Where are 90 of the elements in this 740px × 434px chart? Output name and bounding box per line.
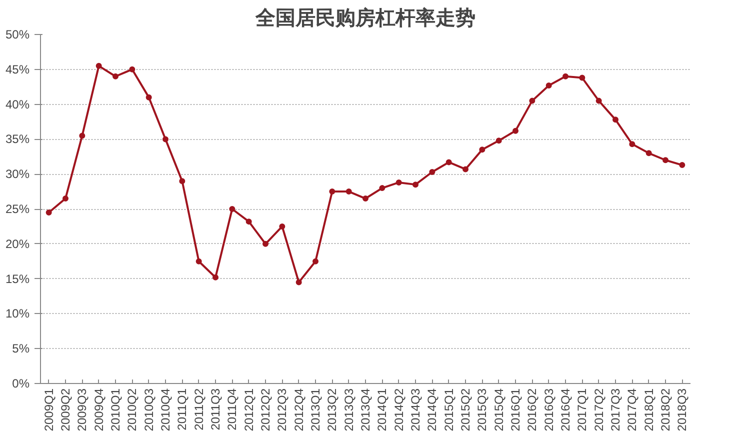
point bbox=[279, 223, 286, 230]
x-tick-label: 2013Q3 bbox=[342, 388, 356, 432]
x-tick-label: 2016Q3 bbox=[542, 388, 556, 432]
point bbox=[546, 82, 552, 88]
x-tick-label: 2009Q3 bbox=[75, 388, 90, 432]
point bbox=[246, 218, 252, 225]
x-tick-label: 2011Q2 bbox=[192, 388, 206, 430]
point bbox=[629, 141, 636, 148]
point bbox=[612, 116, 618, 123]
x-tick-label: 2018Q2 bbox=[658, 388, 672, 432]
x-tick-label: 2009Q2 bbox=[58, 388, 72, 432]
x-tick-label: 2015Q1 bbox=[442, 388, 456, 432]
x-tick-label: 2018Q3 bbox=[675, 388, 690, 432]
x-tick-label: 2010Q4 bbox=[158, 388, 172, 432]
point bbox=[479, 146, 486, 153]
point bbox=[529, 98, 536, 104]
point bbox=[512, 128, 518, 134]
x-tick-label: 2012Q4 bbox=[292, 388, 306, 432]
y-tick-label: 20% bbox=[5, 236, 30, 251]
point bbox=[296, 279, 302, 286]
point bbox=[496, 138, 502, 144]
x-tick-label: 2017Q2 bbox=[592, 388, 606, 432]
x-tick-label: 2013Q1 bbox=[308, 388, 322, 432]
point bbox=[596, 98, 602, 104]
point bbox=[112, 73, 118, 80]
x-tick-label: 2015Q4 bbox=[492, 388, 506, 432]
point bbox=[646, 150, 652, 156]
point bbox=[562, 73, 568, 80]
point bbox=[446, 159, 452, 166]
point bbox=[96, 62, 102, 69]
x-tick-label: 2013Q4 bbox=[358, 388, 372, 432]
y-tick-label: 5% bbox=[12, 342, 30, 356]
y-tick-label: 45% bbox=[5, 62, 30, 76]
point bbox=[62, 196, 68, 202]
x-tick-label: 2015Q2 bbox=[458, 388, 472, 432]
x-tick-label: 2013Q2 bbox=[325, 388, 340, 432]
x-tick-label: 2011Q1 bbox=[175, 388, 190, 430]
x-tick-label: 2014Q3 bbox=[408, 388, 422, 432]
x-tick-label: 2014Q2 bbox=[392, 388, 406, 432]
point bbox=[379, 185, 386, 192]
x-tick-label: 2010Q3 bbox=[142, 388, 156, 432]
point bbox=[46, 209, 52, 216]
point bbox=[262, 240, 268, 247]
y-tick-label: 30% bbox=[5, 167, 30, 182]
point bbox=[396, 179, 402, 186]
point bbox=[662, 157, 668, 164]
y-tick-label: 40% bbox=[5, 97, 30, 112]
point bbox=[679, 162, 686, 168]
x-tick-label: 2016Q1 bbox=[508, 388, 522, 432]
x-tick-label: 2016Q2 bbox=[525, 388, 540, 432]
point bbox=[179, 178, 186, 184]
point bbox=[362, 196, 368, 202]
x-tick-label: 2017Q4 bbox=[625, 388, 640, 432]
y-tick-label: 0% bbox=[12, 376, 30, 390]
point bbox=[229, 206, 236, 212]
y-tick-label: 10% bbox=[5, 306, 30, 321]
x-tick-label: 2017Q1 bbox=[575, 388, 590, 432]
x-tick-label: 2016Q4 bbox=[558, 388, 572, 432]
x-tick-label: 2012Q2 bbox=[258, 388, 272, 432]
point bbox=[196, 258, 202, 264]
point bbox=[162, 136, 168, 142]
x-tick-label: 2014Q4 bbox=[425, 388, 440, 432]
point bbox=[79, 132, 86, 139]
point bbox=[346, 188, 352, 195]
x-tick-label: 2018Q1 bbox=[642, 388, 656, 432]
x-tick-label: 2012Q3 bbox=[275, 388, 290, 432]
x-tick-label: 2010Q1 bbox=[108, 388, 122, 432]
y-tick-label: 25% bbox=[5, 202, 30, 216]
point bbox=[312, 258, 318, 264]
x-tick-label: 2011Q3 bbox=[208, 388, 222, 430]
point bbox=[129, 66, 136, 72]
x-tick-label: 2017Q3 bbox=[608, 388, 622, 432]
x-tick-label: 2014Q1 bbox=[375, 388, 390, 432]
point bbox=[212, 274, 218, 280]
x-tick-label: 2012Q1 bbox=[242, 388, 256, 432]
x-tick-label: 2009Q1 bbox=[42, 388, 56, 432]
y-tick-label: 50% bbox=[5, 28, 30, 42]
point bbox=[579, 74, 586, 81]
y-tick-label: 15% bbox=[5, 272, 30, 286]
point bbox=[329, 188, 336, 195]
x-tick-label: 2010Q2 bbox=[125, 388, 140, 432]
point bbox=[462, 166, 468, 172]
x-tick-label: 2011Q4 bbox=[225, 388, 240, 430]
x-tick-label: 2009Q4 bbox=[92, 388, 106, 432]
point bbox=[146, 94, 152, 100]
x-tick-label: 2015Q3 bbox=[475, 388, 490, 432]
point bbox=[429, 169, 436, 175]
point bbox=[412, 182, 418, 188]
y-tick-label: 35% bbox=[5, 132, 30, 146]
chart-title: 全国居民购房杠杆率走势 bbox=[254, 6, 476, 30]
